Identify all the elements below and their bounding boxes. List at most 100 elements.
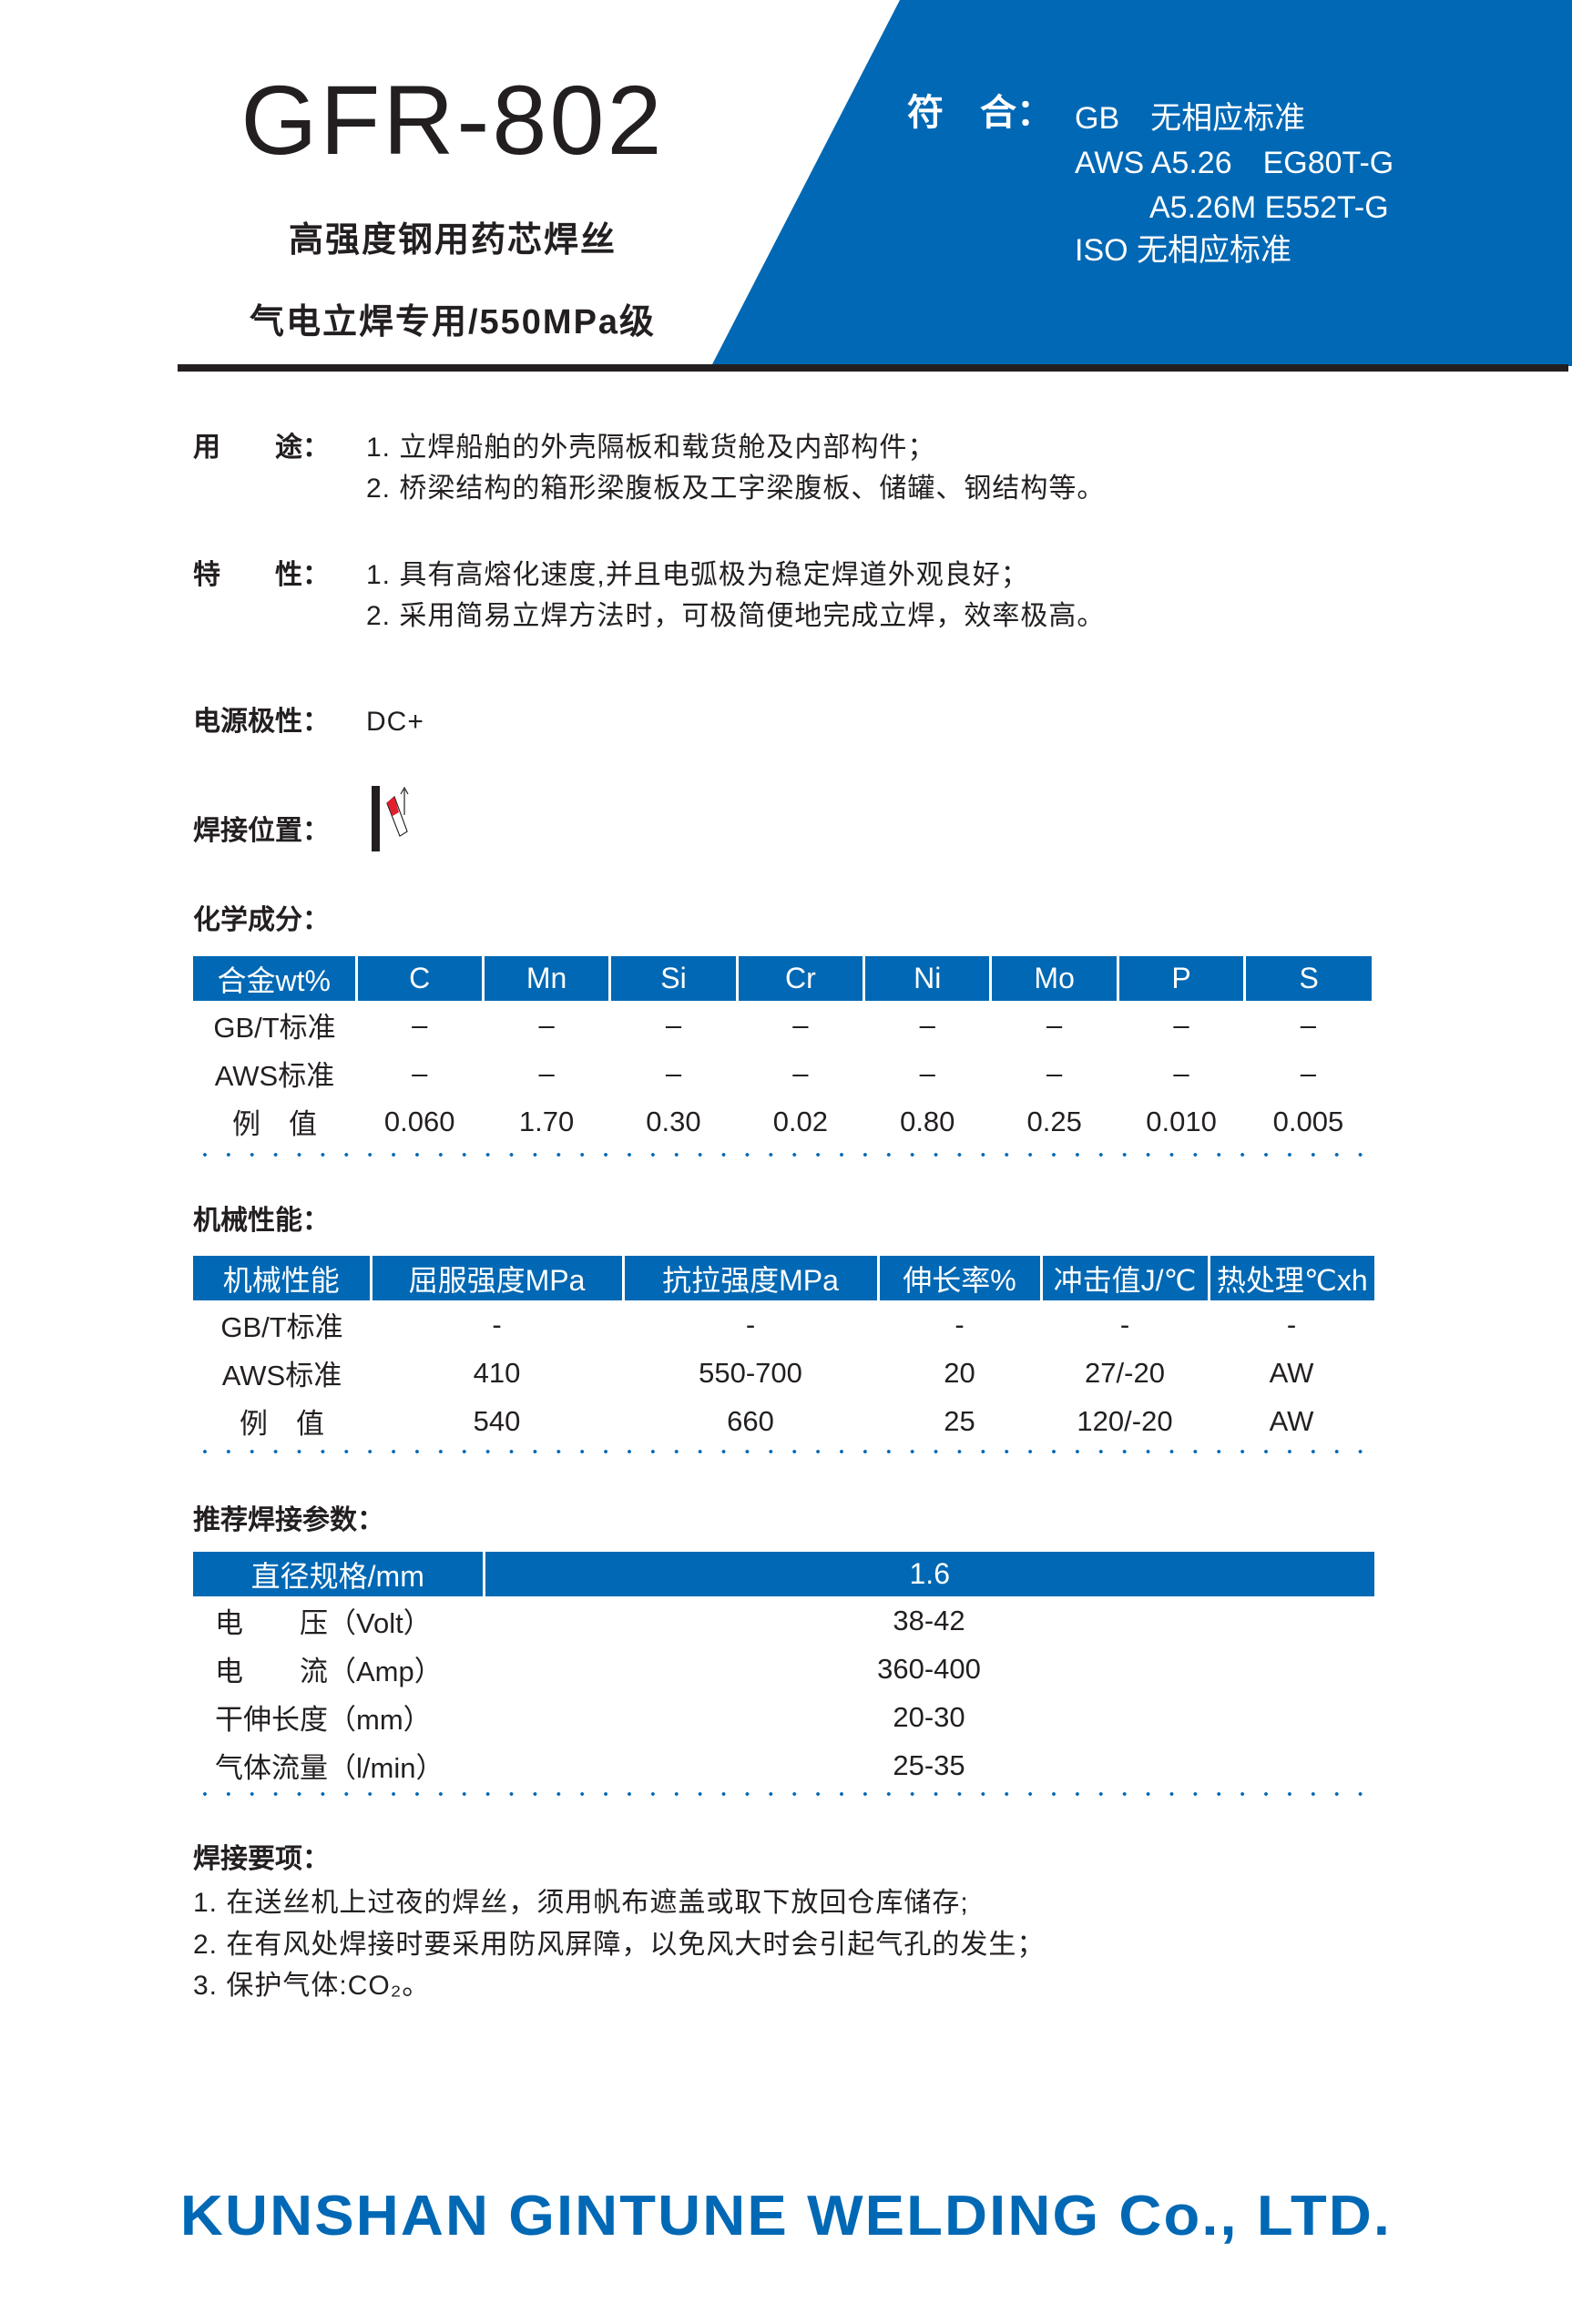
cell: 气体流量（l/min） xyxy=(215,1752,444,1784)
cell: – xyxy=(538,1008,555,1041)
features-label: 特 性： xyxy=(193,560,330,590)
cell: - xyxy=(954,1308,965,1340)
cell: – xyxy=(412,1008,428,1041)
cell: 0.30 xyxy=(646,1105,701,1137)
cell: GB/T标准 xyxy=(220,1311,343,1343)
cell: 干伸长度（mm） xyxy=(215,1704,432,1736)
cell: 电 压（Volt） xyxy=(215,1607,432,1639)
col-header: 伸长率% xyxy=(876,1256,1041,1300)
col-header: 合金wt% xyxy=(193,956,356,1001)
standard-aws-m: A5.26M E552T-G xyxy=(1149,190,1389,225)
usage-label: 用 途： xyxy=(193,433,330,463)
col-header: 冲击值J/℃ xyxy=(1039,1256,1209,1300)
table-header-row: 合金wt% C Mn Si Cr Ni Mo P S xyxy=(193,956,1373,1001)
cell: 0.060 xyxy=(383,1105,455,1137)
cell: - xyxy=(1119,1308,1130,1340)
col-header: Cr xyxy=(735,956,864,1001)
table-row: GB/T标准 – – – – – – – – xyxy=(193,1001,1372,1049)
position-label: 焊接位置： xyxy=(193,816,330,846)
cell: 38-42 xyxy=(893,1604,965,1636)
cell: 360-400 xyxy=(877,1652,981,1685)
conforms-label: 符 合： xyxy=(907,93,1053,133)
col-header: S xyxy=(1243,956,1373,1001)
params-table: 直径规格/mm 1.6 电 压（Volt） 38-42 电 流（Amp） 360-40… xyxy=(193,1552,1374,1789)
cell: – xyxy=(1046,1008,1063,1041)
cell: – xyxy=(919,1056,935,1089)
feature-item: 1. 具有高熔化速度,并且电弧极为稳定焊道外观良好； xyxy=(366,560,1029,590)
cell: AW xyxy=(1269,1356,1314,1389)
cell: 例 值 xyxy=(232,1108,317,1140)
table-row: 例 值 0.060 1.70 0.30 0.02 0.80 0.25 0.010 0.005 xyxy=(193,1097,1372,1146)
cell: – xyxy=(1300,1008,1317,1041)
cell: – xyxy=(1300,1056,1317,1089)
table-row: 电 压（Volt） 38-42 xyxy=(193,1596,1374,1645)
note-item: 1. 在送丝机上过夜的焊丝，须用帆布遮盖或取下放回仓库储存; xyxy=(193,1888,969,1918)
cell: - xyxy=(1286,1308,1297,1340)
chemical-table: 合金wt% C Mn Si Cr Ni Mo P S GB/T标准 – – – – – – – – AWS标准 –… xyxy=(193,956,1373,1146)
cell: – xyxy=(1046,1056,1063,1089)
polarity-label: 电源极性： xyxy=(193,707,330,737)
note-item: 2. 在有风处焊接时要采用防风屏障，以免风大时会引起气孔的发生； xyxy=(193,1930,1046,1960)
col-header: Mn xyxy=(481,956,610,1001)
cell: – xyxy=(1173,1008,1189,1041)
cell: 660 xyxy=(727,1404,774,1437)
cell: – xyxy=(792,1008,809,1041)
cell: – xyxy=(538,1056,555,1089)
cell: 0.80 xyxy=(900,1105,955,1137)
standard-iso: ISO 无相应标准 xyxy=(1075,233,1292,268)
dotted-divider xyxy=(193,1153,1373,1157)
header-banner xyxy=(178,0,1572,372)
params-label: 推荐焊接参数： xyxy=(193,1505,384,1535)
cell: 1.70 xyxy=(518,1105,575,1137)
col-header: 热处理℃xh xyxy=(1207,1256,1374,1300)
col-header: Ni xyxy=(863,956,991,1001)
cell: 540 xyxy=(473,1404,521,1437)
feature-item: 2. 采用简易立焊方法时，可极简便地完成立焊，效率极高。 xyxy=(366,601,1106,631)
col-header: 机械性能 xyxy=(193,1256,371,1300)
cell: – xyxy=(665,1008,682,1041)
mechanical-label: 机械性能： xyxy=(193,1206,330,1236)
cell: – xyxy=(665,1056,682,1089)
table-header-row: 机械性能 屈服强度MPa 抗拉强度MPa 伸长率% 冲击值J/℃ 热处理℃xh xyxy=(193,1256,1374,1300)
cell: – xyxy=(1173,1056,1189,1089)
cell: 20 xyxy=(944,1356,975,1389)
cell: 25 xyxy=(944,1404,975,1437)
cell: AWS标准 xyxy=(214,1060,335,1092)
cell: 27/-20 xyxy=(1085,1356,1165,1389)
table-row: AWS标准 – – – – – – – – xyxy=(193,1049,1372,1097)
col-header: 抗拉强度MPa xyxy=(621,1256,878,1300)
cell: 410 xyxy=(473,1356,521,1389)
col-header: 屈服强度MPa xyxy=(369,1256,623,1300)
cell: – xyxy=(919,1008,935,1041)
cell: 550-700 xyxy=(699,1356,802,1389)
table-header-row: 直径规格/mm 1.6 xyxy=(193,1552,1374,1596)
table-row: AWS标准 410 550-700 20 27/-20 AW xyxy=(193,1349,1374,1397)
cell: 例 值 xyxy=(240,1408,324,1440)
note-item: 3. 保护气体:CO₂。 xyxy=(193,1971,431,2001)
col-header: 1.6 xyxy=(482,1552,1374,1596)
notes-label: 焊接要项： xyxy=(193,1844,330,1874)
cell: GB/T标准 xyxy=(213,1012,336,1044)
cell: - xyxy=(492,1308,502,1340)
table-row: 电 流（Amp） 360-400 xyxy=(193,1645,1374,1693)
cell: – xyxy=(412,1056,428,1089)
polarity-value: DC+ xyxy=(366,707,424,737)
table-row: 干伸长度（mm） 20-30 xyxy=(193,1693,1374,1741)
table-row: GB/T标准 - - - - - xyxy=(193,1300,1374,1349)
standard-aws: AWS A5.26 EG80T-G xyxy=(1075,146,1394,180)
standard-gb: GB 无相应标准 xyxy=(1075,101,1306,136)
cell: 120/-20 xyxy=(1077,1404,1173,1437)
product-application: 气电立焊专用/550MPa级 xyxy=(249,303,657,341)
company-name: KUNSHAN GINTUNE WELDING Co., LTD. xyxy=(179,2185,1393,2248)
table-row: 气体流量（l/min） 25-35 xyxy=(193,1741,1374,1789)
usage-item: 2. 桥梁结构的箱形梁腹板及工字梁腹板、储罐、钢结构等。 xyxy=(366,474,1106,504)
col-header: C xyxy=(354,956,484,1001)
usage-item: 1. 立焊船舶的外壳隔板和载货舱及内部构件； xyxy=(366,433,936,463)
col-header: P xyxy=(1116,956,1245,1001)
cell: 0.005 xyxy=(1272,1105,1344,1137)
cell: 0.25 xyxy=(1026,1105,1082,1137)
dotted-divider xyxy=(193,1450,1373,1453)
cell: AWS标准 xyxy=(221,1360,342,1391)
col-header: 直径规格/mm xyxy=(193,1552,484,1596)
cell: – xyxy=(792,1056,809,1089)
